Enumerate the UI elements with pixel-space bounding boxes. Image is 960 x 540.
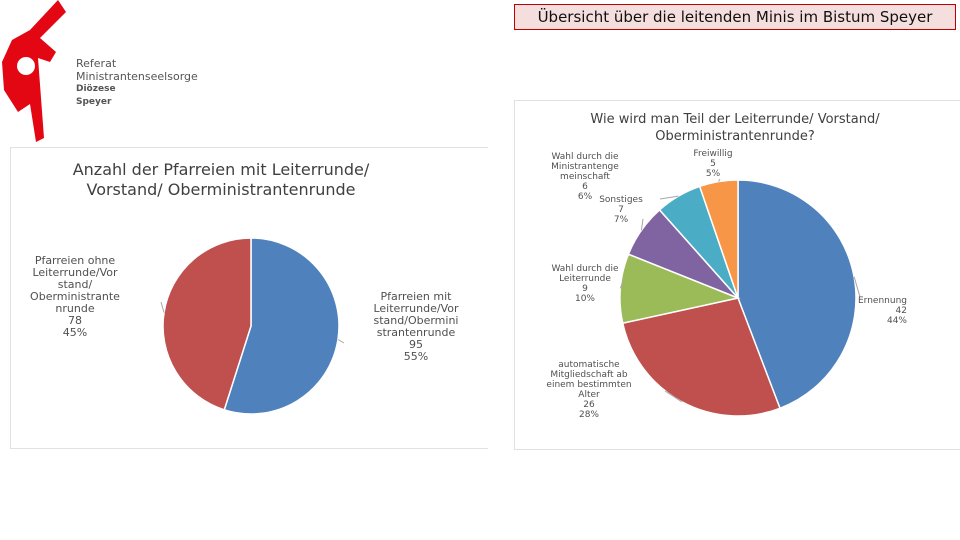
data-label-automatische-mitgliedschaft-ab-einem-bestimmten-alter: automatische Mitgliedschaft ab einem besti… [546, 360, 631, 420]
chart-title-left: Anzahl der Pfarreien mit Leiterrunde/ Vo… [11, 160, 431, 200]
pie-chart-right: Ernennung 42 44% automatische Mitgliedschaft… [546, 149, 907, 420]
data-label-pfarreien-mit-leiterrunde-vorstand-oberministrantenrunde: Pfarreien mit Leiterrunde/Vor stand/Obermi… [373, 290, 458, 363]
logo-line-ministrantenseelsorge: Ministrantenseelsorge [76, 70, 198, 83]
chart-title-right-line-2: Oberministrantenrunde? [655, 129, 815, 144]
leader-line-freiwillig [718, 178, 721, 182]
pie-chart-left: Pfarreien mit Leiterrunde/Vor stand/Obermi… [30, 237, 459, 415]
data-label-wahl-durch-die-ministrantengemeinschaft: Wahl durch die Ministrantenge meinschaft 6 6… [551, 152, 619, 202]
logo-text: Referat Ministrantenseelsorge Diözese Sp… [76, 57, 198, 109]
chart-panel-right: Wie wird man Teil der Leiterrunde/ Vorst… [514, 100, 960, 450]
chart-panel-left: Anzahl der Pfarreien mit Leiterrunde/ Vo… [10, 147, 488, 449]
pie-slice-automatische-mitgliedschaft-ab-einem-bestimmten-alter [621, 297, 781, 417]
data-label-wahl-durch-die-leiterrunde: Wahl durch die Leiterrunde 9 10% [551, 264, 619, 304]
logo-red-shape [2, 0, 66, 142]
leader-line-wahl-durch-die-ministrantengemeinschaft [659, 195, 679, 200]
leader-line-pfarreien-ohne-leiterrunde-vorstand-oberministrantenrunde [160, 301, 165, 313]
leader-line-pfarreien-mit-leiterrunde-vorstand-oberministrantenrunde [337, 339, 345, 344]
logo-line-referat: Referat [76, 57, 117, 70]
logo-line-speyer: Speyer [76, 97, 112, 107]
page-title: Übersicht über die leitenden Minis im Bi… [514, 4, 956, 30]
pie-slice-pfarreien-mit-leiterrunde-vorstand-oberministrantenrunde [223, 237, 340, 415]
leader-line-sonstiges [640, 218, 644, 231]
pie-slice-ernennung [737, 179, 857, 410]
logo-line-dioezese: Diözese [76, 84, 116, 94]
data-label-pfarreien-ohne-leiterrunde-vorstand-oberministrantenrunde: Pfarreien ohne Leiterrunde/Vor stand/Oberm… [30, 254, 120, 339]
chart-title-right: Wie wird man Teil der Leiterrunde/ Vorst… [515, 111, 955, 145]
logo-head-circle [17, 57, 35, 75]
leader-line-wahl-durch-die-leiterrunde [619, 280, 624, 289]
pie-slice-freiwillig [698, 179, 739, 299]
chart-title-left-line-2: Vorstand/ Oberministrantenrunde [86, 180, 356, 199]
data-label-ernennung: Ernennung 42 44% [858, 296, 907, 326]
data-label-freiwillig: Freiwillig 5 5% [693, 149, 732, 179]
leader-line-ernennung [853, 276, 861, 298]
chart-title-left-line-1: Anzahl der Pfarreien mit Leiterrunde/ [72, 160, 370, 179]
chart-title-right-line-1: Wie wird man Teil der Leiterrunde/ Vorst… [590, 112, 880, 127]
referat-logo [2, 0, 66, 142]
leader-line-automatische-mitgliedschaft-ab-einem-bestimmten-alter [664, 390, 683, 403]
data-label-sonstiges: Sonstiges 7 7% [599, 195, 643, 225]
